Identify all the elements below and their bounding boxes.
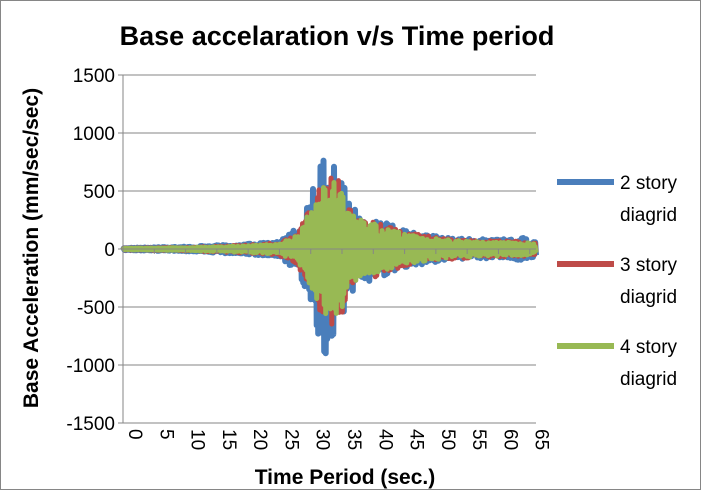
legend-label: diagrid — [620, 287, 677, 308]
x-tick-label: 0 — [124, 429, 145, 440]
x-tick-label: 15 — [218, 429, 239, 450]
x-tick-label: 45 — [406, 429, 427, 450]
legend-label: 3 story — [620, 255, 678, 276]
legend-label: diagrid — [620, 369, 677, 390]
x-tick-label: 25 — [280, 429, 301, 450]
y-tick-label: -1500 — [66, 414, 115, 435]
x-axis-title: Time Period (sec.) — [255, 466, 436, 489]
x-tick-label: 10 — [187, 429, 208, 450]
x-tick-label: 50 — [437, 429, 458, 450]
legend-label: diagrid — [620, 205, 677, 226]
x-tick-label: 20 — [249, 429, 270, 450]
x-tick-label: 5 — [155, 429, 176, 440]
legend: 2 story diagrid 3 story diagrid 4 story diagr… — [557, 173, 678, 390]
y-tick-label: 1500 — [73, 66, 115, 87]
x-tick-label: 30 — [312, 429, 333, 450]
y-axis-title: Base Acceleration (mm/sec/sec) — [20, 88, 43, 408]
y-tick-label: -1000 — [66, 356, 115, 377]
x-tick-label: 55 — [468, 429, 489, 450]
y-tick-label: -500 — [77, 298, 115, 319]
chart-title: Base accelaration v/s Time period — [120, 21, 555, 51]
x-tick-label: 65 — [531, 429, 552, 450]
legend-label: 4 story — [620, 337, 678, 358]
y-tick-label: 500 — [83, 182, 115, 203]
x-tick-label: 40 — [374, 429, 395, 450]
y-tick-label: 1000 — [73, 124, 115, 145]
x-tick-label: 35 — [343, 429, 364, 450]
y-tick-label: 0 — [104, 240, 115, 261]
legend-label: 2 story — [620, 173, 678, 194]
x-tick-label: 60 — [499, 429, 520, 450]
